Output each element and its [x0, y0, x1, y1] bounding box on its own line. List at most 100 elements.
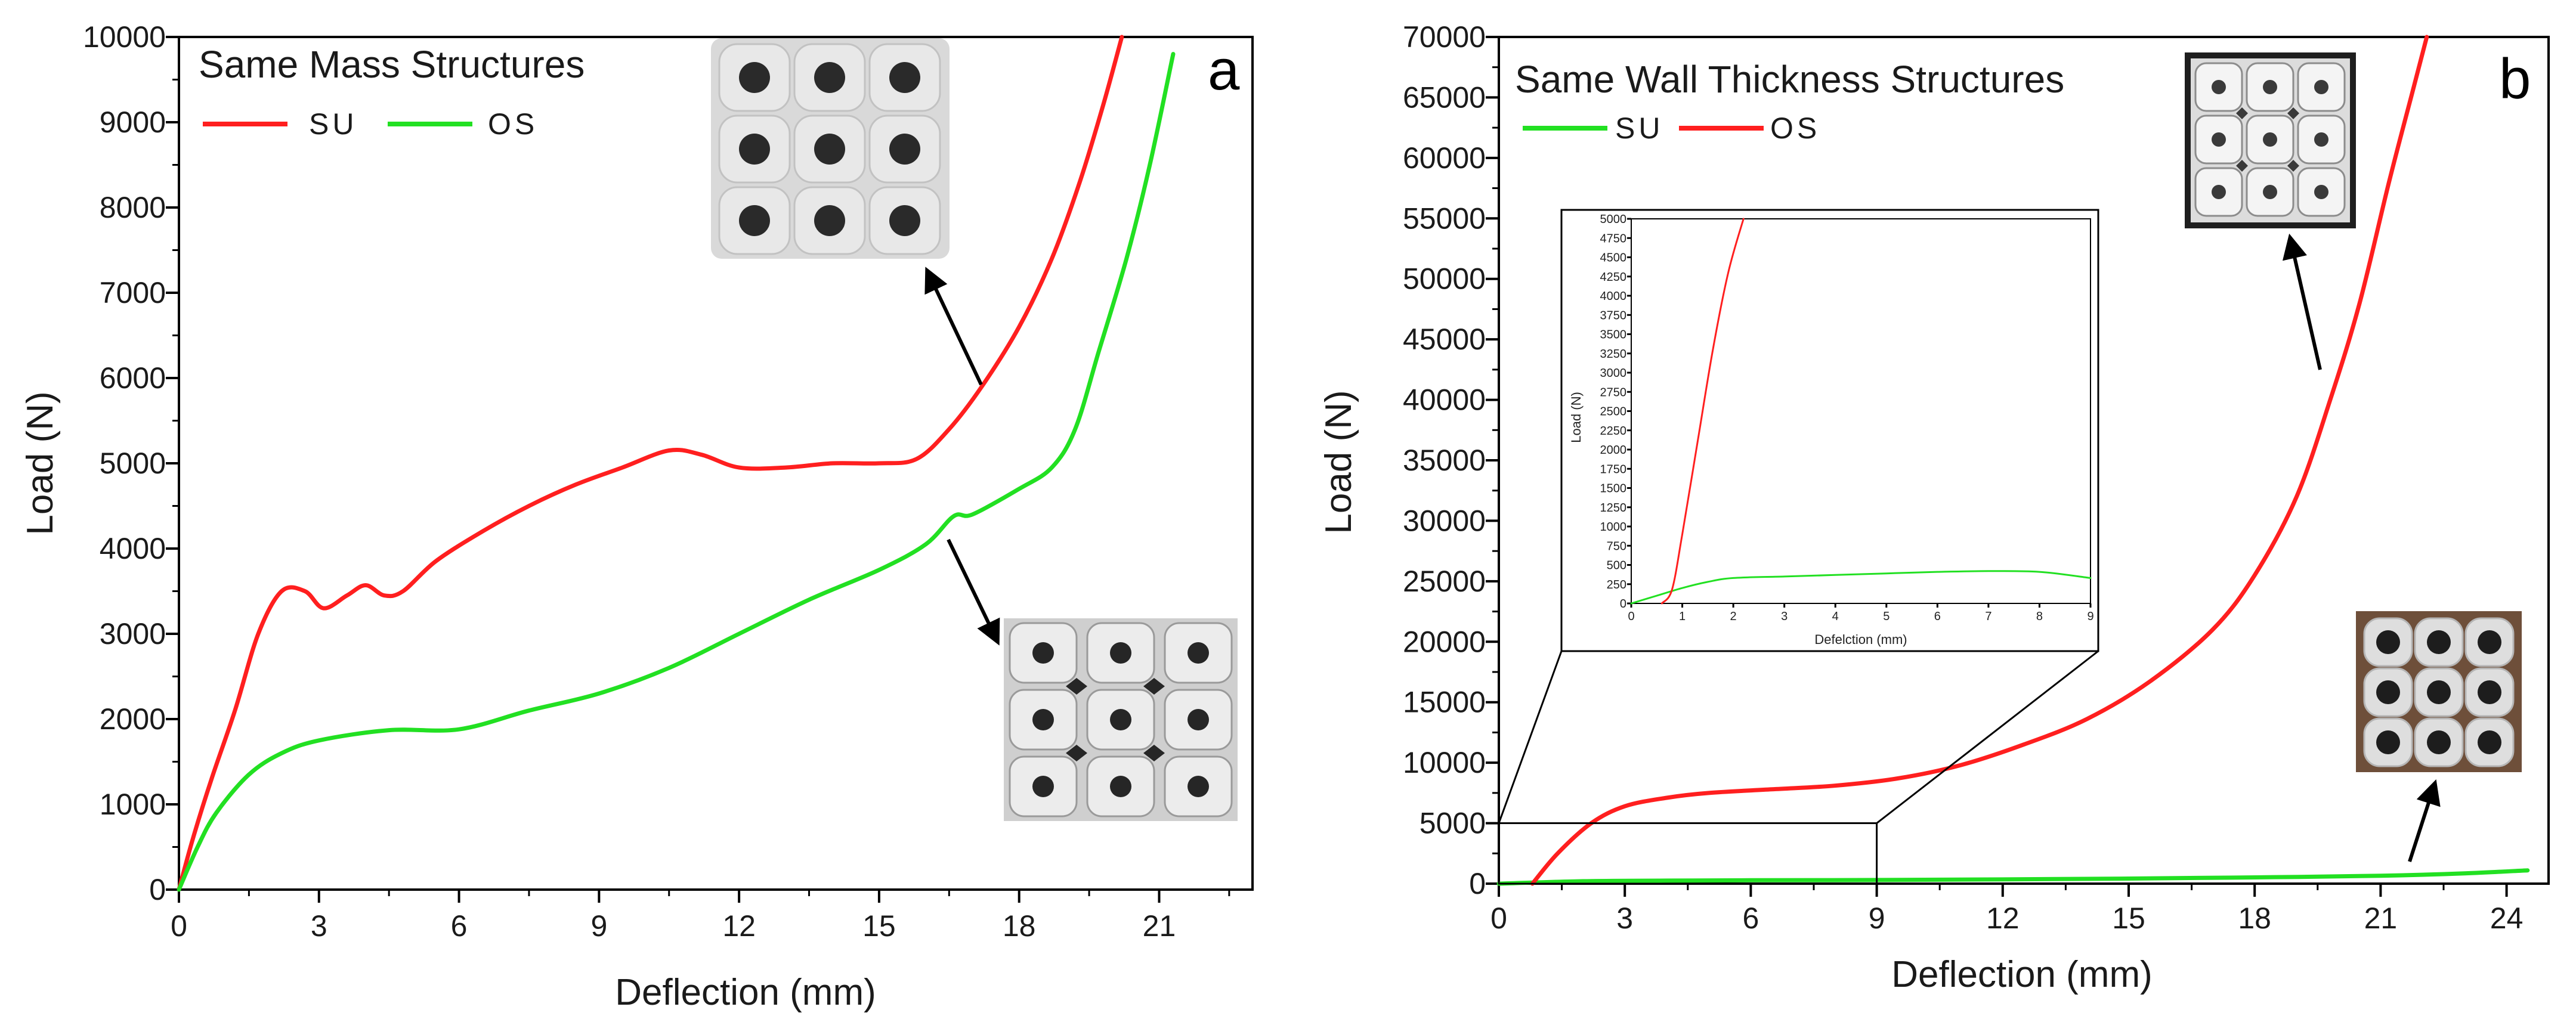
panel-b-inset-y-tick-label: 250	[1607, 578, 1626, 591]
panel-b-inset-series	[1630, 218, 2092, 605]
panel-b-inset-x-tick-label: 1	[1679, 610, 1686, 623]
panel-a-x-tick-label: 6	[451, 909, 468, 943]
panel-b-inset-x-tick-label: 0	[1628, 610, 1634, 623]
panel-b-inset-chart: 0 1 2 3 4 5 6 7 8 9 0 250 500 750 1000 1250 1500 1750 2000…	[1560, 209, 2099, 652]
panel-a-y-tick-label: 2000	[100, 702, 166, 736]
panel-a-x-tick-label: 0	[171, 909, 187, 943]
panel-b-inset-y-tick-label: 3000	[1600, 367, 1627, 380]
panel-b-x-tick-label: 9	[1869, 902, 1885, 935]
panel-b-zoom-connector-left	[1498, 651, 1563, 824]
panel-b-zoom-rect	[1498, 822, 1878, 885]
panel-b-x-tick-label: 0	[1490, 902, 1507, 935]
panel-b-y-tick-label: 35000	[1403, 444, 1486, 477]
panel-a-y-tick-label: 7000	[100, 276, 166, 309]
panel-b-inset-y-tick-label: 1750	[1600, 463, 1627, 476]
panel-a-y-tick-label: 1000	[100, 788, 166, 821]
panel-b-y-tick-label: 50000	[1403, 262, 1486, 296]
panel-b-inset-axes: 0 1 2 3 4 5 6 7 8 9 0 250 500 750 1000 1250 1500 1750 2000…	[1600, 213, 2094, 623]
panel-b-inset-y-tick-label: 4500	[1600, 252, 1627, 265]
panel-b-inset-x-tick-label: 4	[1832, 610, 1839, 623]
panel-b-chart: 0 3 6 9 12 15 18 21 2405000100001500020000250003…	[1318, 20, 2550, 995]
panel-b-inset-x-tick-label: 2	[1730, 610, 1737, 623]
panel-a-letter: a	[1208, 38, 1240, 102]
panel-b-inset-x-axis-title: Defelction (mm)	[1814, 632, 1907, 647]
panel-a-y-tick-label: 6000	[100, 361, 166, 395]
panel-b-su-structure-photo	[2356, 611, 2522, 772]
panel-b-x-tick-label: 15	[2112, 902, 2145, 935]
panel-a-title: Same Mass Structures	[199, 43, 585, 86]
panel-b-arrow-su	[2408, 779, 2441, 862]
panel-b-y-tick-label: 65000	[1403, 80, 1486, 114]
panel-b-y-tick-label: 15000	[1403, 686, 1486, 719]
panel-a-y-tick-label: 5000	[100, 447, 166, 480]
panel-b-inset-y-tick-label: 1000	[1600, 521, 1627, 534]
panel-a-y-tick-label: 8000	[100, 191, 166, 224]
panel-a-chart: 0 3 6 9 12 15 18 21 0 1000 2000 3000 4000 5000 6000 700…	[20, 20, 1254, 1013]
panel-a-x-tick-label: 12	[722, 909, 756, 943]
panel-a-x-tick-label: 18	[1003, 909, 1036, 943]
panel-b-inset-y-tick-label: 4000	[1600, 290, 1627, 303]
panel-b-axes: 0 3 6 9 12 15 18 21 2405000100001500020000250003…	[1403, 20, 2523, 935]
panel-b-y-tick-label: 20000	[1403, 625, 1486, 658]
panel-a-x-tick-label: 9	[590, 909, 607, 943]
panel-b-zoom-connector-right	[1876, 650, 2099, 824]
panel-b-x-axis-title: Deflection (mm)	[1891, 954, 2153, 995]
panel-a-y-tick-label: 3000	[100, 617, 166, 651]
panel-b-inset-x-tick-label: 6	[1934, 610, 1941, 623]
panel-b-inset-y-tick-label: 2000	[1600, 444, 1627, 457]
panel-a-su-structure-photo	[711, 38, 950, 259]
panel-a-y-tick-label: 0	[149, 873, 166, 906]
panel-b-inset-y-tick-label: 1250	[1600, 501, 1627, 515]
panel-b-inset-y-tick-label: 3500	[1600, 329, 1627, 342]
panel-a-x-axis-title: Deflection (mm)	[615, 972, 876, 1013]
panel-a-x-tick-label: 15	[862, 909, 896, 943]
panel-b-y-tick-label: 0	[1469, 867, 1486, 900]
panel-a-y-tick-label: 9000	[100, 106, 166, 139]
panel-b-zoom-indicator	[1498, 650, 2099, 885]
panel-b-x-tick-label: 18	[2238, 902, 2271, 935]
panel-b-inset-y-tick-label: 500	[1607, 559, 1626, 572]
panel-b-title: Same Wall Thickness Structures	[1515, 58, 2064, 101]
panel-b-inset-y-tick-label: 4750	[1600, 232, 1627, 245]
panel-b-inset-y-tick-label: 750	[1607, 540, 1626, 553]
panel-b-x-tick-label: 24	[2490, 902, 2524, 935]
panel-b-legend-label-su: SU	[1615, 111, 1663, 145]
panel-b-inset-border	[1560, 209, 2099, 652]
panel-b-y-tick-label: 70000	[1403, 20, 1486, 54]
panel-b-letter: b	[2499, 47, 2531, 111]
panel-b-y-tick-label: 10000	[1403, 746, 1486, 779]
panel-a-y-tick-label: 4000	[100, 532, 166, 565]
panel-b-inset-x-tick-label: 3	[1781, 610, 1788, 623]
panel-b-y-tick-label: 25000	[1403, 565, 1486, 598]
panel-a-arrow-os	[947, 538, 1000, 646]
panel-a-x-tick-label: 21	[1143, 909, 1176, 943]
panel-b-y-tick-label: 40000	[1403, 383, 1486, 417]
panel-b-inset-x-tick-label: 7	[1985, 610, 1991, 623]
panel-b-inset-x-tick-label: 5	[1883, 610, 1890, 623]
panel-b-os-structure-photo	[2185, 52, 2356, 228]
panel-b-y-tick-label: 5000	[1420, 807, 1486, 840]
panel-a-y-axis-title: Load (N)	[20, 391, 61, 535]
panel-b-y-tick-label: 45000	[1403, 323, 1486, 356]
panel-a-y-tick-label: 10000	[83, 20, 166, 54]
panel-b-inset-y-tick-label: 1500	[1600, 482, 1627, 495]
panel-b-series-line-os	[1530, 35, 2429, 886]
panel-a-x-tick-label: 3	[311, 909, 327, 943]
panel-a-axes: 0 3 6 9 12 15 18 21 0 1000 2000 3000 4000 5000 6000 700…	[83, 20, 1230, 943]
panel-b-x-tick-label: 6	[1742, 902, 1759, 935]
panel-b-series	[1496, 35, 2530, 886]
panel-a-series-line-os	[177, 52, 1176, 892]
panel-a-legend-label-os: OS	[488, 107, 538, 141]
panel-b-inset-y-tick-label: 2250	[1600, 425, 1627, 438]
panel-b-series-line-su	[1496, 868, 2530, 886]
panel-b-inset-y-tick-label: 5000	[1600, 213, 1627, 226]
panel-a-series-line-su	[177, 35, 1124, 892]
panel-b-y-tick-label: 60000	[1403, 141, 1486, 175]
panel-b-inset-y-tick-label: 2500	[1600, 405, 1627, 419]
panel-b-inset-y-tick-label: 3750	[1600, 309, 1627, 322]
panel-a-legend-label-su: SU	[309, 107, 357, 141]
panel-b-legend-label-os: OS	[1770, 111, 1820, 145]
panel-b-x-tick-label: 21	[2364, 902, 2398, 935]
panel-b-inset-series-line-os	[1660, 218, 1745, 605]
